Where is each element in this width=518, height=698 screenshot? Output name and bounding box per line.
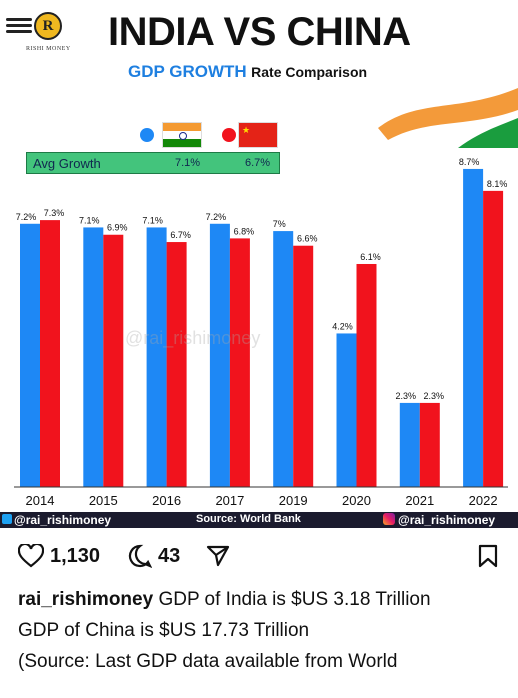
data-label-india-2014: 7.2%	[16, 212, 37, 222]
likes-count: 1,130	[50, 544, 101, 567]
footer-right-handle: @rai_rishimoney	[398, 513, 496, 527]
watermark: @rai_rishimoney	[125, 328, 261, 348]
gdp-growth-bar-chart: 7.2% 7.3% 2014 7.1% 6.9% 2015 7.1% 6.7% 2016 7.2%…	[14, 157, 508, 508]
data-label-india-2017: 7.2%	[206, 212, 227, 222]
india-legend-dot	[140, 128, 154, 142]
bar-india-2019	[273, 231, 294, 487]
avg-growth-label: Avg Growth	[33, 156, 101, 171]
china-flag-icon: ★	[238, 122, 278, 148]
post-actions-bar: 1,130 43	[0, 536, 518, 580]
bar-china-2014	[40, 220, 60, 487]
data-label-china-2022: 8.1%	[487, 179, 508, 189]
data-label-india-2022: 8.7%	[459, 157, 480, 167]
comment-icon	[128, 544, 152, 568]
bar-india-2016	[146, 227, 167, 487]
bar-china-2016	[166, 242, 187, 487]
bar-india-2015	[83, 227, 104, 487]
subtitle-rest: Rate Comparison	[251, 64, 368, 80]
logo-text: RISHI MONEY	[26, 46, 71, 52]
data-label-india-2019: 7%	[273, 219, 286, 229]
bar-india-2020	[336, 333, 357, 487]
data-label-india-2016: 7.1%	[142, 215, 163, 225]
instagram-icon	[383, 513, 395, 525]
bar-india-2022	[463, 168, 484, 487]
data-label-china-2020: 6.1%	[360, 252, 381, 262]
twitter-icon	[2, 514, 12, 524]
data-label-china-2016: 6.7%	[170, 230, 191, 240]
data-label-china-2021: 2.3%	[424, 391, 445, 401]
bar-china-2021	[419, 402, 440, 487]
avg-growth-box: Avg Growth 7.1% 6.7%	[26, 152, 280, 174]
bookmark-icon	[478, 544, 498, 568]
data-label-china-2017: 6.8%	[234, 226, 255, 236]
x-tick-label-2016: 2016	[152, 493, 181, 508]
data-label-china-2014: 7.3%	[44, 208, 65, 218]
bar-india-2021	[399, 402, 420, 487]
avg-growth-india: 7.1%	[175, 157, 201, 169]
data-label-india-2015: 7.1%	[79, 215, 100, 225]
x-tick-label-2022: 2022	[469, 493, 498, 508]
data-label-china-2019: 6.6%	[297, 234, 318, 244]
x-tick-label-2014: 2014	[26, 493, 55, 508]
bar-china-2015	[103, 234, 124, 487]
like-button[interactable]: 1,130	[18, 542, 100, 570]
caption-line-2: GDP of China is $US 17.73 Trillion	[18, 620, 310, 641]
x-tick-label-2017: 2017	[215, 493, 244, 508]
x-tick-label-2021: 2021	[405, 493, 434, 508]
bar-india-2014	[20, 223, 40, 487]
save-button[interactable]	[478, 542, 498, 570]
china-legend-dot	[222, 128, 236, 142]
caption-username[interactable]: rai_rishimoney	[18, 589, 154, 610]
rishi-money-logo: R RISHI MONEY	[6, 10, 76, 56]
bar-china-2019	[293, 245, 314, 487]
send-icon	[206, 545, 230, 567]
india-flag-icon	[162, 122, 202, 148]
data-label-india-2021: 2.3%	[396, 391, 417, 401]
logo-badge: R	[34, 12, 62, 40]
post-image: R RISHI MONEY INDIA VS CHINA GDP GROWTH …	[0, 10, 518, 528]
footer-left-handle: @rai_rishimoney	[14, 513, 112, 527]
data-label-china-2015: 6.9%	[107, 223, 128, 233]
x-tick-label-2019: 2019	[279, 493, 308, 508]
footer-band: @rai_rishimoney Source: World Bank @rai_…	[0, 512, 518, 528]
data-label-india-2020: 4.2%	[332, 321, 353, 331]
avg-growth-china: 6.7%	[245, 157, 271, 169]
comments-count: 43	[158, 544, 181, 567]
bar-india-2017	[209, 223, 230, 487]
x-tick-label-2015: 2015	[89, 493, 118, 508]
tricolor-ribbon-decoration	[378, 88, 518, 148]
heart-icon	[18, 544, 44, 568]
share-button[interactable]	[206, 542, 230, 570]
footer-source: Source: World Bank	[196, 513, 301, 525]
comment-button[interactable]: 43	[128, 542, 180, 570]
bar-china-2022	[483, 190, 504, 487]
caption-line-1: GDP of India is $US 3.18 Trillion	[158, 589, 431, 610]
chart-subtitle: GDP GROWTH Rate Comparison	[128, 62, 367, 82]
bar-china-2020	[356, 263, 377, 487]
post-caption: rai_rishimoney GDP of India is $US 3.18 …	[18, 588, 508, 681]
bar-china-2017	[229, 238, 250, 487]
subtitle-highlight: GDP GROWTH	[128, 62, 247, 81]
x-tick-label-2020: 2020	[342, 493, 371, 508]
chart-title: INDIA VS CHINA	[108, 10, 411, 54]
caption-line-3: (Source: Last GDP data available from Wo…	[18, 651, 398, 672]
